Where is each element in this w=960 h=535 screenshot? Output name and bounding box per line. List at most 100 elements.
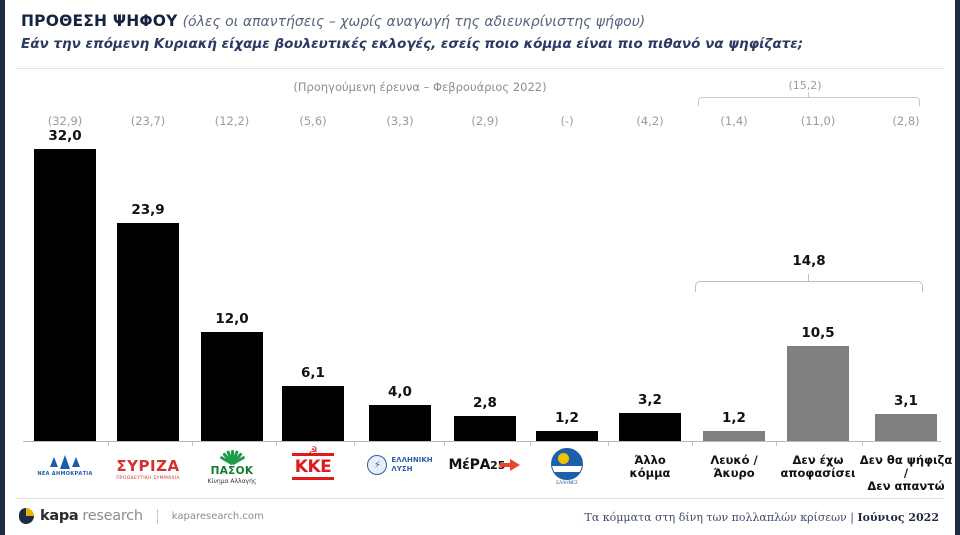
party-logo-mera25: ΜέΡΑ 25 [441, 445, 529, 473]
bar-4[interactable] [282, 386, 344, 442]
previous-value-2: (23,7) [130, 114, 166, 128]
bar-9[interactable] [703, 431, 765, 442]
previous-bracket [698, 97, 920, 106]
party-logo-ellines: ΕΛΛΗΝΕΣ [527, 445, 607, 486]
previous-value-5: (3,3) [386, 114, 414, 128]
bar-value-label-7: 1,2 [555, 410, 579, 426]
bar-value-label-2: 23,9 [131, 202, 165, 218]
chart-header: ΠΡΟΘΕΣΗ ΨΗΦΟΥ (όλες οι απαντήσεις – χωρίς… [5, 0, 955, 68]
report-date: Ιούνιος 2022 [857, 511, 939, 524]
bar-10[interactable] [787, 346, 849, 442]
bar-value-label-11: 3,1 [894, 393, 918, 409]
arrow-icon [499, 459, 521, 471]
undecided-group-total: 14,8 [792, 253, 826, 269]
bar-value-label-9: 1,2 [722, 410, 746, 426]
other-party-label: Άλλο κόμμα [629, 453, 671, 480]
axis-tick-3 [276, 442, 277, 446]
elliniki-lysi-label: ΕΛΛΗΝΙΚΗ ΛΥΣΗ [391, 456, 432, 474]
previous-value-9: (1,4) [720, 114, 748, 128]
hammer-sickle-icon: ☭ [308, 444, 318, 457]
pasok-label: ΠΑΣΟΚ [210, 465, 254, 477]
bar-1[interactable] [34, 149, 96, 442]
nd-label: ΝΕΑ ΔΗΜΟΚΡΑΤΙΑ [37, 471, 93, 477]
bar-6[interactable] [454, 416, 516, 442]
previous-value-4: (5,6) [299, 114, 327, 128]
party-logo-pasok: ΠΑΣΟΚ Κίνημα Αλλαγής [189, 445, 275, 485]
mera25-label: ΜέΡΑ [448, 457, 491, 473]
syriza-sublabel: ΠΡΟΟΔΕΥΤΙΚΗ ΣΥΜΜΑΧΙΑ [116, 476, 180, 481]
bar-8[interactable] [619, 413, 681, 442]
bar-value-label-1: 32,0 [48, 128, 82, 144]
pasok-sublabel: Κίνημα Αλλαγής [207, 478, 257, 485]
plot-area: 32,0 23,9 12,0 6,1 4,0 2,8 1,2 3,2 1,2 10,5 3,1 [5, 128, 955, 442]
kke-label: ΚΚΕ [294, 457, 332, 477]
elliniki-lysi-line2: ΛΥΣΗ [391, 465, 413, 473]
bar-value-label-6: 2,8 [473, 395, 497, 411]
previous-value-6: (2,9) [471, 114, 499, 128]
axis-tick-8 [692, 442, 693, 446]
bar-7[interactable] [536, 431, 598, 442]
previous-value-3: (12,2) [214, 114, 250, 128]
kapa-mark-icon [19, 508, 34, 524]
previous-value-11: (2,8) [892, 114, 920, 128]
title-note-text: (όλες οι απαντήσεις – χωρίς αναγωγή της … [182, 14, 646, 30]
kke-logo-box: ☭ ΚΚΕ [291, 445, 335, 480]
page-title: ΠΡΟΘΕΣΗ ΨΗΦΟΥ (όλες οι απαντήσεις – χωρίς… [21, 11, 645, 30]
bar-value-label-3: 12,0 [215, 311, 249, 327]
bar-value-label-10: 10,5 [801, 325, 835, 341]
undecided-group-bracket-tick [808, 274, 810, 282]
bar-value-label-8: 3,2 [638, 392, 662, 408]
x-label-blank-invalid: Λευκό / Άκυρο [693, 445, 775, 480]
bar-11[interactable] [875, 414, 937, 442]
previous-value-8: (4,2) [636, 114, 664, 128]
axis-tick-6 [530, 442, 531, 446]
ellines-label: ΕΛΛΗΝΕΣ [556, 481, 578, 486]
header-divider [15, 68, 945, 69]
party-logo-syriza: ΣΥΡΙΖΑ ΠΡΟΟΔΕΥΤΙΚΗ ΣΥΜΜΑΧΙΑ [105, 445, 191, 481]
x-label-undecided: Δεν έχω αποφασίσει [775, 445, 861, 480]
axis-tick-2 [192, 442, 193, 446]
previous-survey-note-text: (Προηγούμενη έρευνα – Φεβρουάριος 2022) [293, 80, 547, 94]
brand-url[interactable]: kaparesearch.com [171, 510, 264, 522]
title-main-text: ΠΡΟΘΕΣΗ ΨΗΦΟΥ [21, 12, 178, 30]
bar-3[interactable] [201, 332, 263, 442]
abstain-label: Δεν θα ψήφιζα / Δεν απαντώ [859, 453, 953, 493]
chart-subtitle: Εάν την επόμενη Κυριακή είχαμε βουλευτικ… [21, 36, 804, 52]
footer-divider [15, 498, 945, 499]
party-logo-kke: ☭ ΚΚΕ [273, 445, 353, 480]
x-label-abstain: Δεν θα ψήφιζα / Δεν απαντώ [857, 445, 955, 493]
party-logo-elliniki-lysi: ⚡ ΕΛΛΗΝΙΚΗ ΛΥΣΗ [357, 445, 443, 475]
previous-value-1: (32,9) [47, 114, 83, 128]
bar-2[interactable] [117, 223, 179, 442]
bar-value-label-5: 4,0 [388, 384, 412, 400]
axis-tick-7 [608, 442, 609, 446]
blank-invalid-label: Λευκό / Άκυρο [710, 453, 758, 480]
axis-tick-1 [108, 442, 109, 446]
bar-value-label-4: 6,1 [301, 365, 325, 381]
axis-tick-9 [776, 442, 777, 446]
x-axis-labels: ΝΕΑ ΔΗΜΟΚΡΑΤΙΑ ΣΥΡΙΖΑ ΠΡΟΟΔΕΥΤΙΚΗ ΣΥΜΜΑΧ… [5, 445, 955, 495]
nd-flame-icon [23, 455, 107, 469]
previous-survey-note: (Προηγούμενη έρευνα – Φεβρουάριος 2022) [5, 80, 955, 94]
axis-tick-10 [862, 442, 863, 446]
undecided-group-bracket [695, 281, 923, 292]
brand-logo: kapa research kaparesearch.com [19, 508, 264, 524]
elliniki-lysi-line1: ΕΛΛΗΝΙΚΗ [391, 456, 433, 464]
undecided-label: Δεν έχω αποφασίσει [780, 453, 856, 480]
pasok-sun-icon [215, 449, 249, 466]
previous-value-7: (-) [560, 114, 574, 128]
report-title: Τα κόμματα στη δίνη των πολλαπλών κρίσεω… [584, 511, 858, 524]
x-label-other-party: Άλλο κόμμα [609, 445, 691, 480]
bar-5[interactable] [369, 405, 431, 442]
elliniki-lysi-emblem-icon: ⚡ [367, 455, 388, 475]
party-logo-nd: ΝΕΑ ΔΗΜΟΚΡΑΤΙΑ [23, 445, 107, 477]
brand-name-research: research [82, 508, 143, 524]
chart-footer: kapa research kaparesearch.com Τα κόμματα… [5, 499, 955, 535]
previous-bracket-total: (15,2) [788, 79, 822, 92]
previous-bracket-tick [808, 92, 809, 98]
report-reference: Τα κόμματα στη δίνη των πολλαπλών κρίσεω… [585, 511, 939, 524]
previous-value-10: (11,0) [800, 114, 836, 128]
x-axis-line [23, 441, 941, 442]
brand-name-kapa: kapa [40, 508, 79, 524]
